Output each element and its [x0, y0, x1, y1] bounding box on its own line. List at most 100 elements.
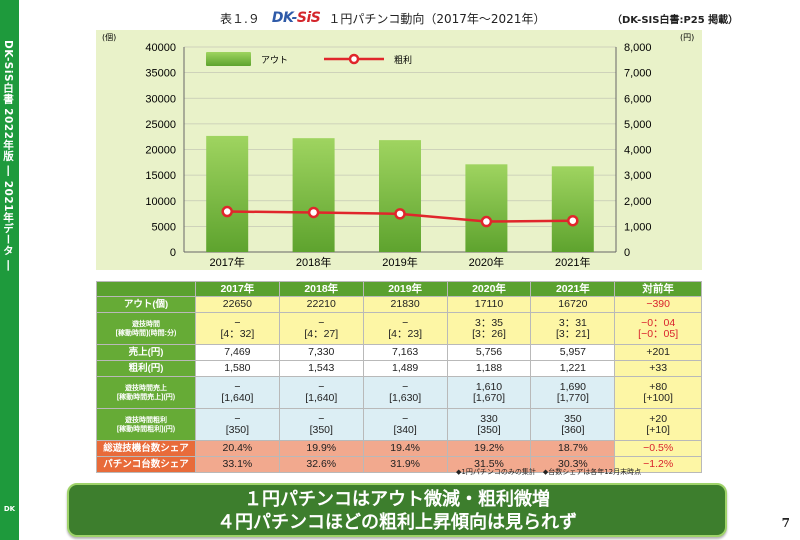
- table-cell: 19.9%: [278, 440, 364, 457]
- table-cell: − [4：27]: [278, 312, 364, 345]
- y-left-unit: (個): [102, 32, 116, 42]
- figure-caption: １円パチンコ動向（2017年〜2021年）: [328, 11, 546, 26]
- table-cell: 33.1%: [194, 456, 280, 473]
- table-cell: 7,163: [362, 344, 448, 361]
- summary-banner: １円パチンコはアウト微減・粗利微増 ４円パチンコほどの粗利上昇傾向は見られず: [67, 483, 727, 537]
- x-tick-label: 2018年: [296, 255, 331, 269]
- y-right-tick-label: 8,000: [624, 42, 652, 54]
- x-tick-label: 2020年: [469, 255, 504, 269]
- line-point: [480, 215, 493, 228]
- y-right-tick-label: 7,000: [624, 68, 652, 80]
- y-left-tick-label: 10000: [145, 196, 176, 208]
- line-point: [567, 214, 579, 227]
- table-row: 遊技時間粗利 [稼動時間粗利](円) − [350] − [350] − [340] 3…: [96, 408, 702, 441]
- row-label: 遊技時間粗利 [稼動時間粗利](円): [96, 408, 196, 441]
- table-header-cell: 2019年: [362, 281, 448, 297]
- y-right-tick-label: 6,000: [624, 93, 652, 105]
- brand-logo: DK-SiS: [271, 10, 321, 26]
- table-cell: − [1,630]: [362, 376, 448, 409]
- banner-line-1: １円パチンコはアウト微減・粗利微増: [244, 489, 550, 510]
- table-cell: 1,221: [530, 360, 616, 377]
- y-right-tick-label: 2,000: [624, 196, 652, 208]
- sidebar-strip: DK-SiS白書 2022年版 ― 2021年データ ― DK: [0, 0, 19, 540]
- row-label: パチンコ台数シェア: [96, 456, 196, 473]
- y-left-tick-label: 40000: [145, 42, 176, 54]
- table-row: 総遊技機台数シェア 20.4% 19.9% 19.4% 19.2% 18.7% −0.5%: [96, 440, 702, 457]
- table-cell: 22650: [194, 296, 280, 313]
- table-row: アウト(個) 22650 22210 21830 17110 16720 −390: [96, 296, 702, 313]
- y-right-tick-label: 1,000: [624, 221, 652, 233]
- table-cell: − [1,640]: [278, 376, 364, 409]
- table-row: 遊技時間 [稼動時間](時間:分) − [4：32] − [4：27] − [4：23…: [96, 312, 702, 345]
- table-cell: 18.7%: [530, 440, 616, 457]
- y-left-tick-label: 35000: [145, 68, 176, 80]
- table-cell: 3：35 [3：26]: [446, 312, 532, 345]
- change-cell: −0.5%: [614, 440, 702, 457]
- table-cell: 1,188: [446, 360, 532, 377]
- y-left-tick-label: 5000: [152, 221, 176, 233]
- line-point: [221, 205, 233, 218]
- legend-line-marker: [348, 53, 360, 65]
- y-right-unit: (円): [680, 33, 694, 42]
- table-cell: 30.3%: [530, 456, 616, 473]
- table-cell: 1,489: [362, 360, 448, 377]
- table-cell: − [350]: [278, 408, 364, 441]
- bar: [551, 166, 594, 252]
- bar: [206, 135, 249, 252]
- table-cell: − [4：23]: [362, 312, 448, 345]
- table-header-cell: 2018年: [278, 281, 364, 297]
- table-cell: 3：31 [3：21]: [530, 312, 616, 345]
- row-label: アウト(個): [96, 296, 196, 313]
- table-cell: 19.4%: [362, 440, 448, 457]
- bar: [292, 138, 335, 252]
- y-right-tick-label: 4,000: [624, 145, 652, 157]
- table-corner: [96, 281, 196, 297]
- bar: [465, 164, 508, 252]
- legend-line-label: 粗利: [394, 54, 412, 66]
- row-label: 遊技時間売上 [稼動時間売上](円): [96, 376, 196, 409]
- y-left-tick-label: 25000: [145, 119, 176, 131]
- table-cell: 7,330: [278, 344, 364, 361]
- y-left-tick-label: 15000: [145, 170, 176, 182]
- change-cell: +80 [+100]: [614, 376, 702, 409]
- table-cell: 19.2%: [446, 440, 532, 457]
- y-right-tick-label: 5,000: [624, 119, 652, 131]
- change-cell: +33: [614, 360, 702, 377]
- sidebar-logo: DK: [3, 505, 16, 513]
- data-table: 2017年 2018年 2019年 2020年 2021年 対前年 アウト(個) 22650…: [96, 281, 702, 473]
- bar: [379, 140, 421, 252]
- table-cell: 1,580: [194, 360, 280, 377]
- table-cell: − [4：32]: [194, 312, 280, 345]
- change-cell: −0：04 [−0：05]: [614, 312, 702, 345]
- table-cell: 22210: [278, 296, 364, 313]
- row-label: 総遊技機台数シェア: [96, 440, 196, 457]
- table-cell: 5,957: [530, 344, 616, 361]
- table-cell: 31.9%: [362, 456, 448, 473]
- table-header-cell: 対前年: [614, 281, 702, 297]
- table-cell: 31.5%: [446, 456, 532, 473]
- x-tick-label: 2019年: [382, 255, 417, 269]
- table-row: 粗利(円) 1,580 1,543 1,489 1,188 1,221 +33: [96, 360, 702, 377]
- x-tick-label: 2017年: [209, 255, 244, 269]
- sidebar-title: DK-SiS白書 2022年版 ― 2021年データ ―: [2, 40, 14, 272]
- change-cell: −390: [614, 296, 702, 313]
- table-cell: − [1,640]: [194, 376, 280, 409]
- table-cell: 330 [350]: [446, 408, 532, 441]
- table-cell: 7,469: [194, 344, 280, 361]
- y-left-tick-label: 30000: [145, 93, 176, 105]
- y-left-tick-label: 0: [170, 247, 176, 259]
- line-point: [307, 206, 320, 219]
- change-cell: −1.2%: [614, 456, 702, 473]
- table-cell: 32.6%: [278, 456, 364, 473]
- x-tick-label: 2021年: [555, 255, 590, 269]
- row-label: 遊技時間 [稼動時間](時間:分): [96, 312, 196, 345]
- table-cell: 5,756: [446, 344, 532, 361]
- table-cell: 20.4%: [194, 440, 280, 457]
- table-header-cell: 2021年: [530, 281, 616, 297]
- change-cell: +20 [+10]: [614, 408, 702, 441]
- page-title: 表１.９ DK-SiS １円パチンコ動向（2017年〜2021年）: [220, 9, 545, 27]
- y-right-tick-label: 3,000: [624, 170, 652, 182]
- row-label: 粗利(円): [96, 360, 196, 377]
- figure-number: 表１.９: [220, 11, 260, 26]
- y-left-tick-label: 20000: [145, 145, 176, 157]
